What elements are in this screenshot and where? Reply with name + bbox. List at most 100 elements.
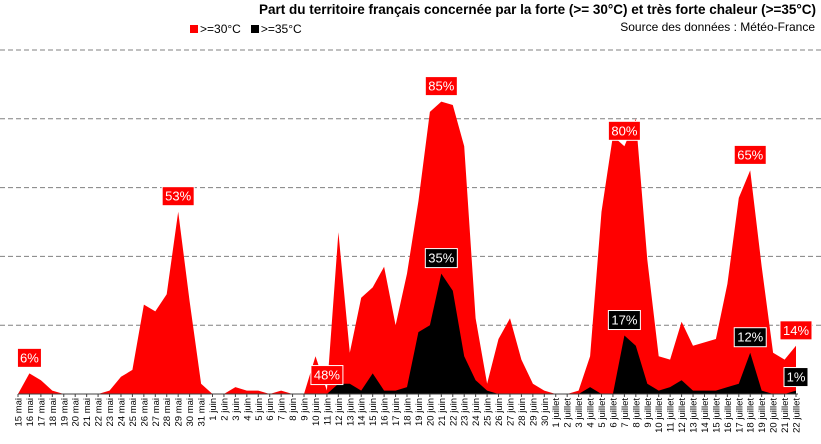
x-tick-label: 18 juillet bbox=[746, 398, 757, 433]
x-tick-label: 17 mai bbox=[36, 398, 47, 427]
x-tick-label: 8 juin bbox=[288, 398, 299, 421]
x-tick-label: 10 juillet bbox=[654, 398, 665, 433]
data-label-30: 6% bbox=[16, 347, 42, 368]
data-label-text: 1% bbox=[787, 370, 806, 385]
x-tick-label: 16 juin bbox=[380, 398, 391, 426]
data-label-35: 12% bbox=[733, 327, 767, 348]
x-tick-label: 4 juillet bbox=[586, 398, 597, 428]
data-label-box bbox=[783, 367, 809, 388]
data-label-30: 65% bbox=[733, 144, 767, 165]
x-tick-label: 17 juillet bbox=[734, 398, 745, 433]
x-tick-label: 1 juin bbox=[208, 398, 219, 421]
x-tick-label: 29 mai bbox=[174, 398, 185, 427]
legend-entry-30: >=30°C bbox=[190, 22, 241, 36]
x-tick-label: 12 juillet bbox=[677, 398, 688, 433]
x-tick-label: 24 mai bbox=[116, 398, 127, 427]
x-tick-label: 13 juillet bbox=[689, 398, 700, 433]
x-tick-label: 26 mai bbox=[139, 398, 150, 427]
x-tick-label: 7 juin bbox=[277, 398, 288, 421]
data-label-box bbox=[424, 248, 458, 269]
chart-title: Part du territoire français concernée pa… bbox=[259, 2, 816, 17]
x-tick-label: 27 juin bbox=[505, 398, 516, 426]
x-tick-label: 28 mai bbox=[162, 398, 173, 427]
data-label-box bbox=[161, 186, 195, 207]
data-label-30: 53% bbox=[161, 186, 195, 207]
data-label-text: 53% bbox=[165, 189, 191, 204]
x-tick-label: 21 juillet bbox=[780, 398, 791, 433]
x-tick-label: 20 mai bbox=[71, 398, 82, 427]
x-tick-label: 16 mai bbox=[25, 398, 36, 427]
data-label-35: 1% bbox=[783, 367, 809, 388]
data-label-text: 14% bbox=[783, 323, 809, 338]
x-tick-label: 25 mai bbox=[128, 398, 139, 427]
x-tick-label: 11 juin bbox=[322, 398, 333, 425]
data-label-30: 48% bbox=[310, 365, 344, 386]
legend: >=30°C >=35°C bbox=[190, 22, 302, 36]
x-tick-label: 22 mai bbox=[94, 398, 105, 427]
x-tick-label: 23 mai bbox=[105, 398, 116, 427]
x-tick-label: 5 juin bbox=[254, 398, 265, 421]
data-label-text: 48% bbox=[314, 368, 340, 383]
data-label-box bbox=[733, 144, 767, 165]
x-tick-label: 16 juillet bbox=[723, 398, 734, 433]
x-tick-label: 11 juillet bbox=[666, 398, 677, 433]
x-tick-label: 2 juin bbox=[219, 398, 230, 421]
x-tick-label: 18 juin bbox=[403, 398, 414, 426]
x-tick-label: 12 juin bbox=[334, 398, 345, 426]
data-label-box bbox=[310, 365, 344, 386]
x-tick-label: 4 juin bbox=[242, 398, 253, 421]
x-tick-label: 29 juin bbox=[528, 398, 539, 426]
x-tick-label: 18 mai bbox=[48, 398, 59, 427]
x-tick-label: 26 juin bbox=[494, 398, 505, 426]
data-label-box bbox=[16, 347, 42, 368]
x-tick-label: 20 juin bbox=[425, 398, 436, 426]
x-tick-label: 31 mai bbox=[197, 398, 208, 427]
data-label-35: 35% bbox=[424, 248, 458, 269]
x-tick-label: 6 juillet bbox=[608, 398, 619, 428]
data-label-text: 85% bbox=[428, 79, 454, 94]
x-tick-label: 1 juillet bbox=[551, 398, 562, 428]
x-tick-label: 15 juin bbox=[368, 398, 379, 426]
chart-source: Source des données : Météo-France bbox=[620, 20, 815, 34]
data-label-text: 6% bbox=[20, 350, 39, 365]
x-tick-label: 27 mai bbox=[151, 398, 162, 427]
legend-swatch-35 bbox=[250, 25, 259, 33]
data-label-30: 80% bbox=[607, 120, 641, 141]
x-tick-label: 8 juillet bbox=[631, 398, 642, 428]
data-label-text: 65% bbox=[737, 147, 763, 162]
x-tick-label: 21 mai bbox=[82, 398, 93, 427]
data-label-text: 12% bbox=[737, 330, 763, 345]
x-tick-label: 24 juin bbox=[471, 398, 482, 426]
data-label-35: 17% bbox=[607, 310, 641, 331]
data-label-box bbox=[733, 327, 767, 348]
x-tick-label: 14 juillet bbox=[700, 398, 711, 433]
x-tick-label: 30 juin bbox=[540, 398, 551, 426]
x-tick-label: 2 juillet bbox=[563, 398, 574, 428]
x-tick-label: 19 mai bbox=[59, 398, 70, 427]
data-label-30: 85% bbox=[424, 76, 458, 97]
x-tick-label: 10 juin bbox=[311, 398, 322, 426]
data-label-box bbox=[607, 310, 641, 331]
data-label-box bbox=[424, 76, 458, 97]
data-label-30: 14% bbox=[779, 320, 813, 341]
data-label-box bbox=[779, 320, 813, 341]
x-tick-label: 15 mai bbox=[14, 398, 25, 427]
data-label-text: 17% bbox=[611, 313, 637, 328]
legend-label-30: >=30°C bbox=[200, 22, 241, 36]
x-tick-label: 19 juin bbox=[414, 398, 425, 426]
x-tick-label: 21 juin bbox=[437, 398, 448, 426]
area-series-30 bbox=[18, 101, 796, 394]
x-tick-label: 28 juin bbox=[517, 398, 528, 426]
x-tick-label: 23 juin bbox=[460, 398, 471, 426]
data-label-text: 35% bbox=[428, 251, 454, 266]
data-label-box bbox=[607, 120, 641, 141]
legend-label-35: >=35°C bbox=[260, 22, 302, 36]
x-tick-label: 19 juillet bbox=[757, 398, 768, 433]
x-tick-label: 22 juillet bbox=[792, 398, 803, 433]
x-tick-label: 13 juin bbox=[345, 398, 356, 426]
x-tick-label: 5 juillet bbox=[597, 398, 608, 428]
x-tick-label: 22 juin bbox=[448, 398, 459, 426]
x-tick-label: 6 juin bbox=[265, 398, 276, 421]
